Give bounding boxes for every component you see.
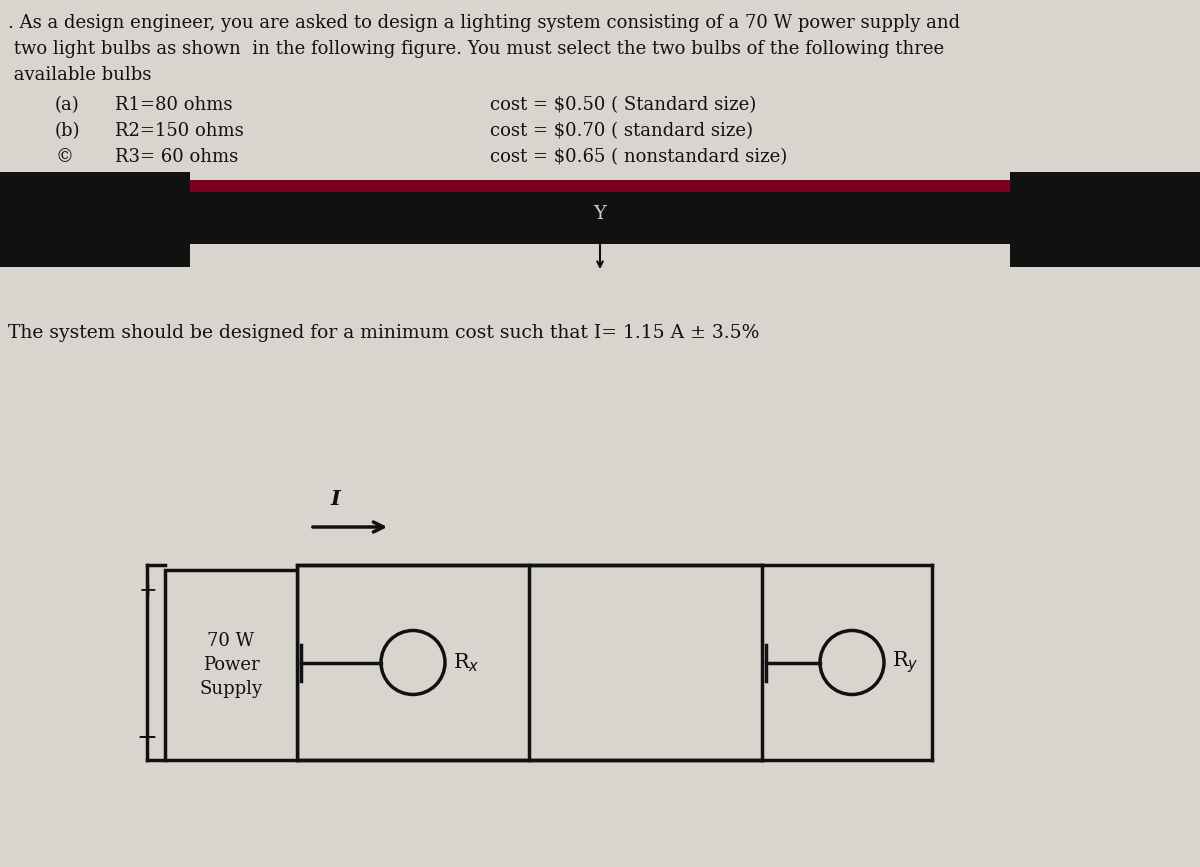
- Text: . As a design engineer, you are asked to design a lighting system consisting of : . As a design engineer, you are asked to…: [8, 14, 960, 32]
- Text: two light bulbs as shown  in the following figure. You must select the two bulbs: two light bulbs as shown in the followin…: [8, 40, 944, 58]
- Text: (b): (b): [55, 122, 80, 140]
- Text: +: +: [138, 580, 157, 602]
- Text: ©: ©: [55, 148, 73, 166]
- Bar: [298, 565, 762, 760]
- Text: I: I: [330, 489, 340, 509]
- Text: 70 W
Power
Supply: 70 W Power Supply: [199, 632, 263, 698]
- Text: R2=150 ohms: R2=150 ohms: [115, 122, 244, 140]
- Text: available bulbs: available bulbs: [8, 66, 151, 84]
- Text: cost = $0.70 ( standard size): cost = $0.70 ( standard size): [490, 122, 754, 140]
- Text: cost = $0.50 ( Standard size): cost = $0.50 ( Standard size): [490, 96, 756, 114]
- Text: cost = $0.65 ( nonstandard size): cost = $0.65 ( nonstandard size): [490, 148, 787, 166]
- Bar: [166, 570, 298, 760]
- Text: (a): (a): [55, 96, 79, 114]
- Text: R1=80 ohms: R1=80 ohms: [115, 96, 233, 114]
- Bar: [0, 192, 1200, 244]
- Text: R3= 60 ohms: R3= 60 ohms: [115, 148, 239, 166]
- Text: The system should be designed for a minimum cost such that I= 1.15 A ± 3.5%: The system should be designed for a mini…: [8, 324, 760, 342]
- Text: R$_x$: R$_x$: [454, 651, 480, 674]
- Text: Y: Y: [594, 205, 606, 223]
- Text: R$_y$: R$_y$: [892, 649, 919, 675]
- Text: −: −: [136, 727, 157, 750]
- Bar: [0, 180, 1200, 192]
- Bar: [1010, 172, 1200, 267]
- Bar: [0, 172, 190, 267]
